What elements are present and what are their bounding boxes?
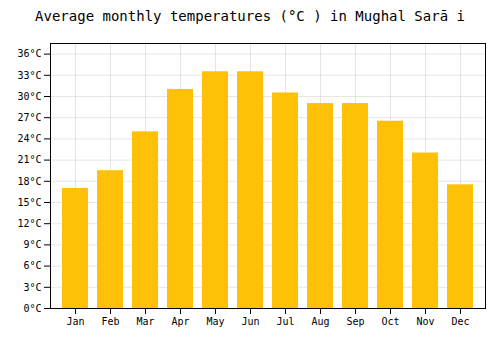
svg-text:12°C: 12°C <box>17 218 41 229</box>
html-text:Average monthly temperatures (: Average monthly temperatures (°C ) in Mu… <box>35 8 465 24</box>
svg-text:Sep: Sep <box>346 316 364 327</box>
svg-text:Mar: Mar <box>136 316 154 327</box>
svg-text:Jun: Jun <box>241 316 259 327</box>
svg-text:24°C: 24°C <box>17 133 41 144</box>
svg-text:Jul: Jul <box>276 316 294 327</box>
svg-text:Oct: Oct <box>381 316 399 327</box>
svg-text:May: May <box>206 316 224 327</box>
svg-text:27°C: 27°C <box>17 112 41 123</box>
svg-text:36°C: 36°C <box>17 48 41 59</box>
svg-text:21°C: 21°C <box>17 154 41 165</box>
svg-text:Feb: Feb <box>101 316 119 327</box>
svg-text:Aug: Aug <box>311 316 329 327</box>
svg-text:0°C: 0°C <box>23 303 41 314</box>
svg-text:3°C: 3°C <box>23 282 41 293</box>
svg-text:Nov: Nov <box>416 316 434 327</box>
svg-text:15°C: 15°C <box>17 197 41 208</box>
svg-text:Dec: Dec <box>451 316 469 327</box>
svg-text:33°C: 33°C <box>17 70 41 81</box>
svg-text:30°C: 30°C <box>17 91 41 102</box>
svg-text:Jan: Jan <box>66 316 84 327</box>
svg-text:9°C: 9°C <box>23 239 41 250</box>
svg-text:6°C: 6°C <box>23 260 41 271</box>
svg-text:18°C: 18°C <box>17 176 41 187</box>
svg-text:Apr: Apr <box>171 316 189 327</box>
